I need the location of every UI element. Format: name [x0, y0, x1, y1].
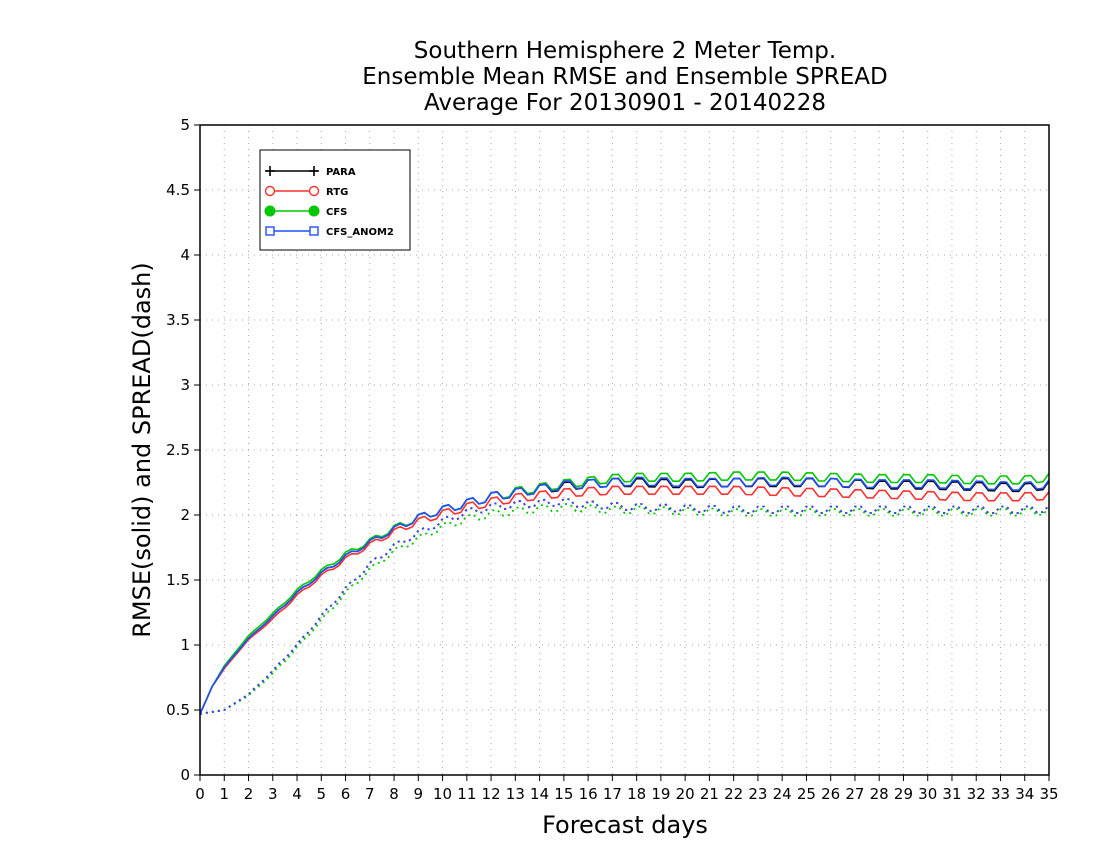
spread-line-para — [199, 497, 1050, 715]
x-tick-label: 13 — [506, 785, 525, 803]
x-tick-label: 24 — [773, 785, 792, 803]
x-tick-label: 28 — [870, 785, 889, 803]
x-tick-label: 32 — [967, 785, 986, 803]
x-tick-label: 27 — [845, 785, 864, 803]
y-tick-label: 1 — [180, 636, 190, 654]
legend-label-cfs: CFS — [326, 207, 347, 218]
x-tick-label: 15 — [554, 785, 573, 803]
y-tick-label: 1.5 — [166, 571, 190, 589]
y-tick-label: 5 — [180, 116, 190, 134]
x-tick-label: 23 — [748, 785, 767, 803]
y-tick-label: 0 — [180, 766, 190, 784]
y-tick-label: 2.5 — [166, 441, 190, 459]
y-tick-label: 0.5 — [166, 701, 190, 719]
grid-lines — [200, 125, 1049, 775]
y-axis-label: RMSE(solid) and SPREAD(dash) — [128, 262, 156, 638]
x-tick-label: 9 — [414, 785, 424, 803]
x-tick-label: 7 — [365, 785, 375, 803]
x-tick-label: 10 — [433, 785, 452, 803]
chart-title-line-1: Southern Hemisphere 2 Meter Temp. — [414, 38, 836, 64]
x-tick-label: 34 — [1015, 785, 1034, 803]
x-tick-label: 2 — [244, 785, 254, 803]
legend-label-cfs-anom2: CFS_ANOM2 — [326, 227, 394, 238]
legend-label-para: PARA — [326, 167, 356, 178]
x-tick-label: 12 — [482, 785, 501, 803]
x-tick-label: 11 — [457, 785, 476, 803]
legend: PARA RTG CFS CFS_ANOM2 — [259, 149, 411, 251]
y-tick-label: 4 — [180, 246, 190, 264]
y-tick-label: 2 — [180, 506, 190, 524]
x-tick-label: 29 — [894, 785, 913, 803]
legend-box — [259, 149, 411, 251]
x-tick-label: 4 — [292, 785, 302, 803]
y-tick-label: 4.5 — [166, 181, 190, 199]
y-axis-ticks: 0 0.5 1 1.5 2 2.5 3 3.5 4 4.5 5 — [166, 116, 200, 784]
legend-label-rtg: RTG — [326, 187, 348, 198]
rmse-line-cfs-anom2 — [199, 476, 1050, 715]
legend-marker-plus — [309, 166, 319, 176]
x-axis-label: Forecast days — [542, 811, 708, 839]
x-tick-label: 26 — [821, 785, 840, 803]
legend-marker-filled-circle — [264, 205, 276, 217]
x-tick-label: 21 — [700, 785, 719, 803]
x-tick-label: 18 — [627, 785, 646, 803]
x-tick-label: 25 — [797, 785, 816, 803]
legend-marker-plus — [265, 166, 275, 176]
x-tick-label: 17 — [603, 785, 622, 803]
x-tick-label: 6 — [341, 785, 351, 803]
spread-line-cfs-anom2 — [199, 497, 1050, 715]
x-tick-label: 19 — [651, 785, 670, 803]
x-tick-label: 0 — [195, 785, 205, 803]
legend-marker-circle — [264, 185, 276, 197]
chart-title-line-2: Ensemble Mean RMSE and Ensemble SPREAD — [362, 64, 887, 90]
x-tick-label: 3 — [268, 785, 278, 803]
x-tick-label: 30 — [918, 785, 937, 803]
legend-marker-filled-circle — [308, 205, 320, 217]
x-tick-label: 33 — [991, 785, 1010, 803]
y-tick-label: 3 — [180, 376, 190, 394]
legend-marker-circle — [308, 185, 320, 197]
y-tick-label: 3.5 — [166, 311, 190, 329]
spread-line-cfs — [199, 502, 1050, 715]
series-layer — [199, 471, 1050, 715]
x-tick-label: 20 — [676, 785, 695, 803]
x-tick-label: 22 — [724, 785, 743, 803]
x-tick-label: 31 — [942, 785, 961, 803]
rmse-line-cfs — [199, 471, 1050, 715]
legend-marker-square — [265, 226, 275, 236]
rmse-line-rtg — [199, 485, 1050, 715]
x-tick-label: 5 — [317, 785, 327, 803]
spread-line-rtg — [199, 497, 1050, 715]
x-tick-label: 14 — [530, 785, 549, 803]
x-tick-label: 1 — [219, 785, 229, 803]
chart-title-line-3: Average For 20130901 - 20140228 — [424, 90, 826, 116]
x-axis-ticks: 0 1 2 3 4 5 6 7 8 9 10 11 12 13 14 15 16 17 18 19 20 21 22 23 24… — [195, 775, 1059, 803]
x-tick-label: 16 — [579, 785, 598, 803]
x-tick-label: 35 — [1039, 785, 1058, 803]
x-tick-label: 8 — [389, 785, 399, 803]
legend-marker-square — [309, 226, 319, 236]
